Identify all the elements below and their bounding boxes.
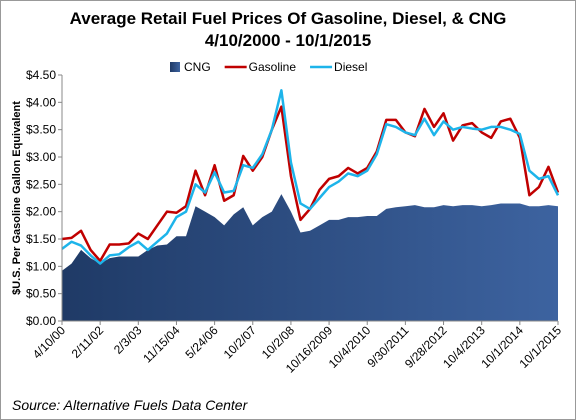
y-tick-label: $0.50 bbox=[26, 287, 56, 301]
y-axis-label: $U.S. Per Gasoline Gallon Equivalent bbox=[11, 101, 23, 295]
chart-subtitle: 4/10/2000 - 10/1/2015 bbox=[205, 31, 371, 50]
y-tick-label: $2.00 bbox=[26, 205, 56, 219]
chart-title: Average Retail Fuel Prices Of Gasoline, … bbox=[70, 9, 507, 28]
y-tick-label: $1.50 bbox=[26, 232, 56, 246]
area bbox=[62, 194, 558, 321]
legend-label: Diesel bbox=[334, 60, 367, 74]
source-note: Source: Alternative Fuels Data Center bbox=[12, 397, 249, 413]
y-tick-label: $1.00 bbox=[26, 259, 56, 273]
legend-swatch bbox=[170, 62, 180, 72]
legend-label: CNG bbox=[184, 60, 211, 74]
y-tick-label: $0.00 bbox=[26, 314, 56, 328]
legend-label: Gasoline bbox=[249, 60, 297, 74]
y-tick-label: $2.50 bbox=[26, 177, 56, 191]
y-tick-label: $3.00 bbox=[26, 150, 56, 164]
y-tick-label: $3.50 bbox=[26, 123, 56, 137]
y-tick-label: $4.50 bbox=[26, 68, 56, 82]
line bbox=[61, 89, 560, 265]
y-tick-label: $4.00 bbox=[26, 95, 56, 109]
